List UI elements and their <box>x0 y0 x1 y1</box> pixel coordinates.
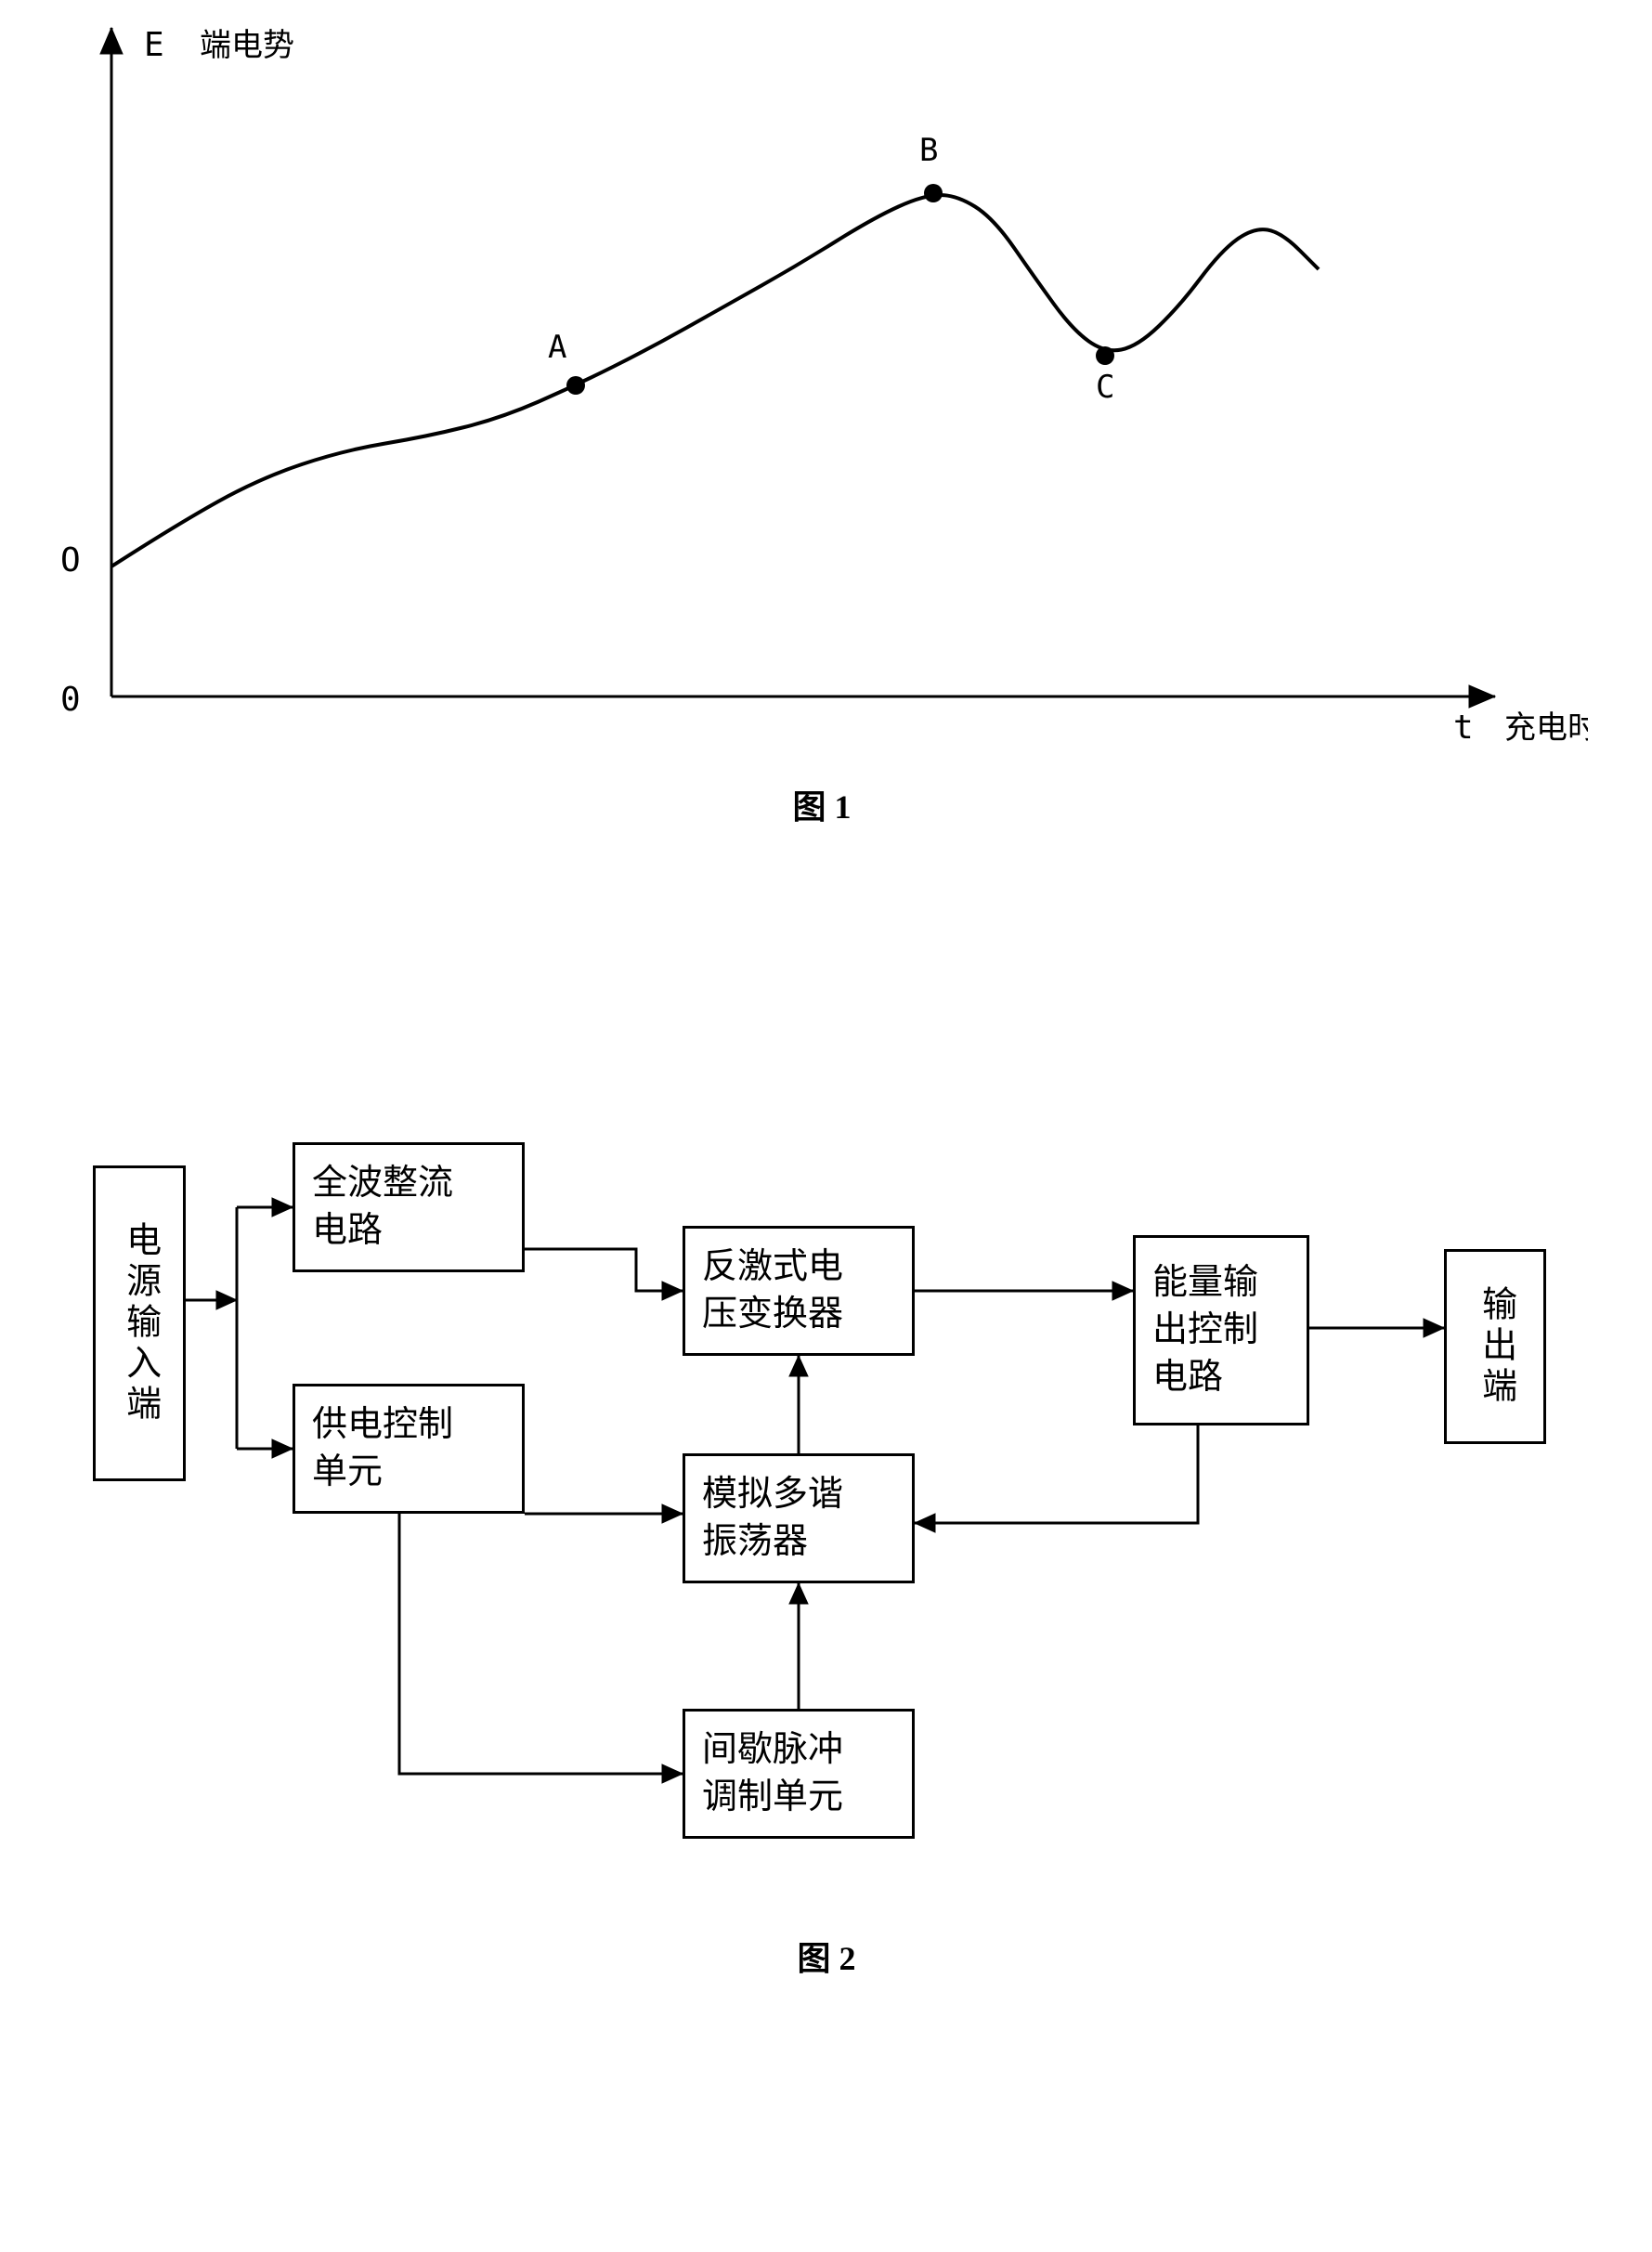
block-rectifier: 全波整流电路 <box>293 1142 525 1272</box>
block-output: 输出端 <box>1444 1249 1546 1444</box>
chart-voltage-time: E 端电势 t 充电时间 O 0 A B C <box>56 9 1588 762</box>
svg-text:O: O <box>60 541 81 579</box>
figure-1: E 端电势 t 充电时间 O 0 A B C 图 1 <box>56 9 1588 828</box>
svg-text:A: A <box>548 329 566 366</box>
block-energy_out: 能量输出控制电路 <box>1133 1235 1309 1425</box>
block-oscillator: 模拟多谐振荡器 <box>683 1453 915 1583</box>
svg-text:E: E <box>144 26 164 64</box>
block-supply_ctrl: 供电控制单元 <box>293 1384 525 1514</box>
svg-text:C: C <box>1096 369 1114 406</box>
block-diagram: 电源输入端 全波整流电路供电控制单元 反激式电压变换器模拟多谐振荡器间歇脉冲调制单元… <box>74 1059 1579 1913</box>
figure-2-caption: 图 2 <box>74 1932 1579 1980</box>
block-flyback: 反激式电压变换器 <box>683 1226 915 1356</box>
chart-svg: E 端电势 t 充电时间 O 0 A B C <box>56 9 1588 762</box>
svg-text:充电时间: 充电时间 <box>1504 710 1588 746</box>
svg-text:t: t <box>1453 709 1474 747</box>
svg-text:B: B <box>919 132 938 169</box>
block-power_in: 电源输入端 <box>93 1165 186 1481</box>
svg-text:端电势: 端电势 <box>200 28 294 63</box>
figure-1-caption: 图 1 <box>56 780 1588 828</box>
block-pulse_mod: 间歇脉冲调制单元 <box>683 1709 915 1839</box>
svg-text:0: 0 <box>60 681 81 719</box>
figure-2: 电源输入端 全波整流电路供电控制单元 反激式电压变换器模拟多谐振荡器间歇脉冲调制单元… <box>74 1059 1579 1980</box>
